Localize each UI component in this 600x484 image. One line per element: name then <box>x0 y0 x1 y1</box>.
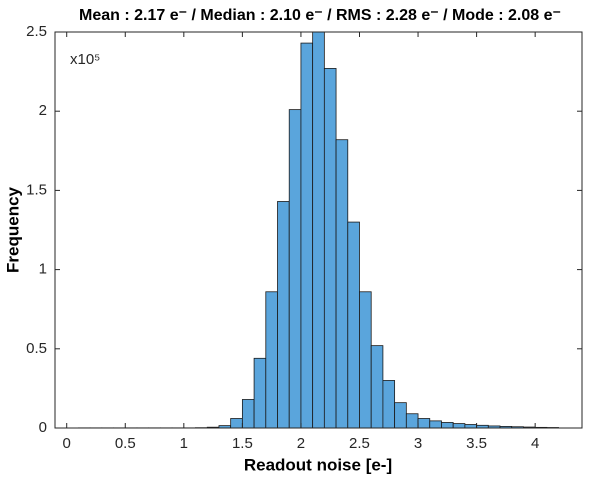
bar <box>277 201 290 429</box>
x-tick-label: 3.5 <box>466 435 487 452</box>
bar <box>265 291 278 429</box>
bar <box>230 418 243 429</box>
x-tick-label: 2 <box>297 435 305 452</box>
bar <box>288 109 302 429</box>
bar <box>417 418 431 429</box>
y-tick-label: 1 <box>39 261 47 278</box>
y-tick-label: 2.5 <box>26 23 47 40</box>
bar <box>241 399 255 429</box>
bar <box>441 422 454 429</box>
x-tick-label: 1 <box>180 435 188 452</box>
bar <box>359 291 372 429</box>
bar <box>300 42 314 429</box>
chart-title: Mean : 2.17 e⁻ / Median : 2.10 e⁻ / RMS … <box>79 7 561 24</box>
bar <box>405 413 419 429</box>
bar <box>370 345 384 429</box>
bar <box>335 139 349 429</box>
x-axis-label: Readout noise [e-] <box>244 455 392 474</box>
y-tick-label: 1.5 <box>26 181 47 198</box>
x-tick-label: 0.5 <box>115 435 136 452</box>
bar <box>464 424 477 429</box>
x-tick-label: 2.5 <box>349 435 370 452</box>
bar <box>323 68 337 429</box>
y-tick-label: 0 <box>39 419 47 436</box>
y-tick-label: 2 <box>39 102 47 119</box>
y-tick-label: 0.5 <box>26 340 47 357</box>
bar <box>347 221 360 429</box>
x-tick-label: 4 <box>531 435 539 452</box>
x-tick-label: 3 <box>414 435 422 452</box>
y-multiplier: x10⁵ <box>70 51 100 68</box>
bar <box>394 402 407 429</box>
bar <box>452 423 466 429</box>
x-tick-label: 0 <box>63 435 71 452</box>
bar <box>253 357 267 429</box>
bar <box>429 420 442 429</box>
bar <box>382 380 396 429</box>
y-axis-label: Frequency <box>3 186 22 273</box>
bar <box>312 31 325 429</box>
plot-frame <box>54 31 583 429</box>
x-tick-label: 1.5 <box>232 435 253 452</box>
